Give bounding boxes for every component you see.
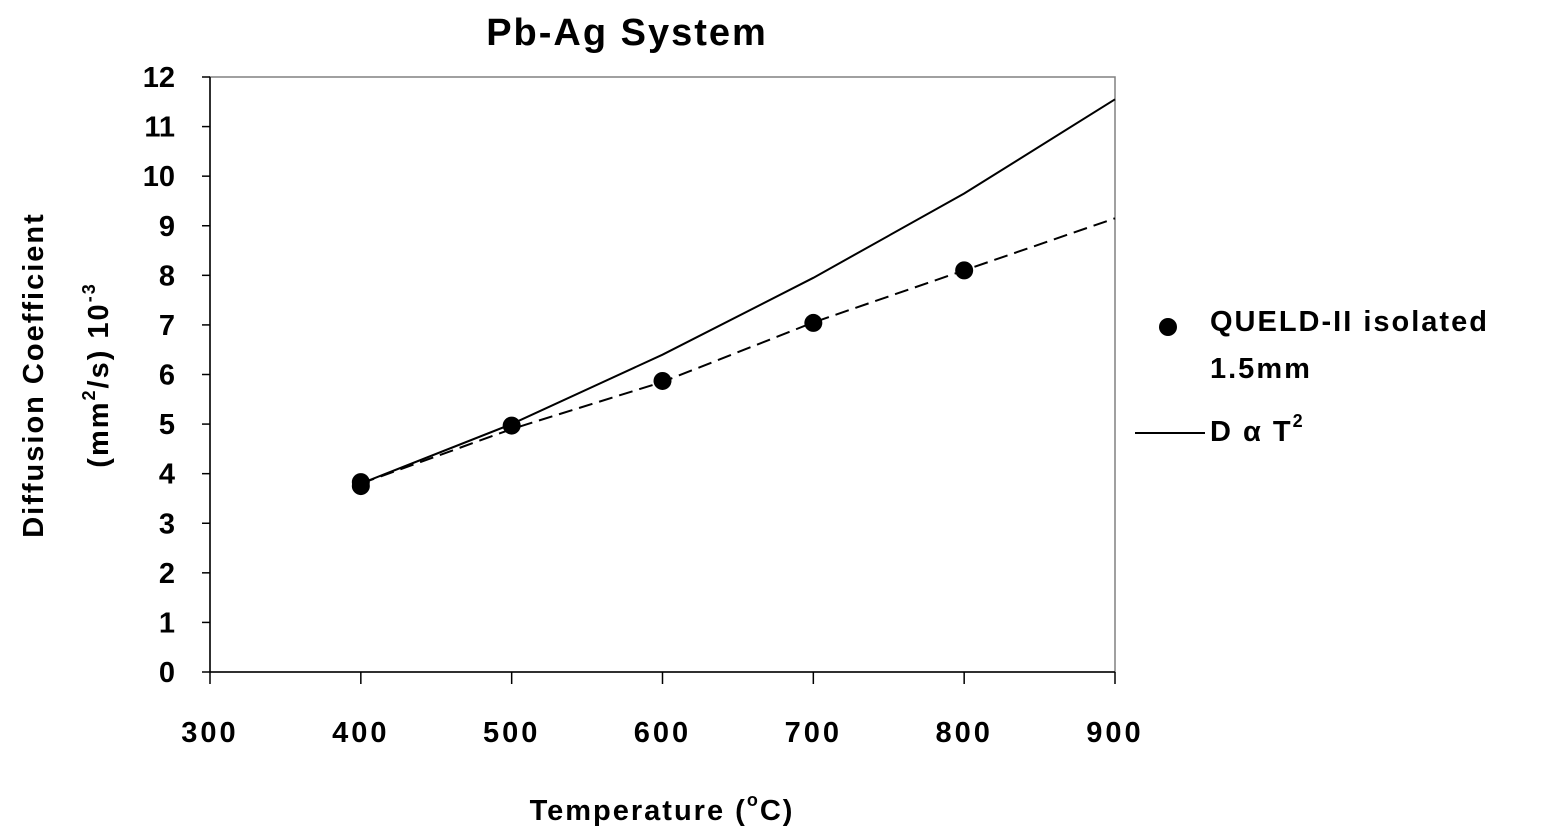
legend-label-dt2-exp: 2: [1293, 411, 1305, 431]
legend-label-dt2-main: D α T: [1210, 416, 1293, 448]
y-tick-label: 5: [159, 409, 175, 441]
series-layer: [351, 98, 1116, 496]
x-axis-title-prefix: Temperature (: [530, 795, 747, 827]
y-axis-title-line2-prefix: (mm: [83, 400, 115, 467]
series-line-queld-trend: [360, 217, 1116, 485]
x-tick-label: 300: [181, 717, 238, 749]
x-tick-label: 400: [332, 717, 389, 749]
data-point-queld: [804, 313, 823, 332]
y-axis-title-units: (mm2/s) 10-3: [79, 282, 115, 467]
x-tick-label: 500: [483, 717, 540, 749]
series-line-d-alpha-t2: [360, 98, 1116, 485]
data-point-queld: [351, 477, 370, 496]
y-tick-label: 11: [144, 112, 175, 144]
x-axis-title: Temperature (oC): [530, 790, 795, 827]
y-tick-label: 1: [159, 607, 175, 639]
y-tick-label: 9: [159, 211, 175, 243]
legend-label-queld-line2: 1.5mm: [1210, 353, 1312, 385]
y-tick-label: 7: [159, 310, 175, 342]
y-tick-label: 3: [159, 508, 175, 540]
x-tick-label: 600: [634, 717, 691, 749]
x-axis-title-degree: o: [747, 790, 760, 810]
legend-label-dt2: D α T2: [1210, 411, 1305, 448]
y-axis-title-line1: Diffusion Coefficient: [18, 212, 50, 538]
y-axis-title-line2-exp: -3: [79, 282, 99, 302]
y-tick-label: 4: [159, 459, 175, 491]
y-tick-label: 0: [159, 657, 175, 689]
x-tick-label: 700: [785, 717, 842, 749]
x-tick-label: 800: [935, 717, 992, 749]
y-tick-label: 12: [143, 62, 175, 94]
y-axis-title: Diffusion Coefficient: [18, 212, 50, 538]
y-tick-label: 2: [159, 558, 175, 590]
legend: QUELD-II isolated 1.5mm D α T2: [1135, 306, 1489, 448]
y-axis-title-line2-sup: 2: [79, 388, 99, 400]
y-tick-label: 6: [159, 360, 175, 392]
x-axis-ticks: 300 400 500 600 700 800 900: [181, 672, 1143, 749]
x-tick-label: 900: [1086, 717, 1143, 749]
legend-marker-queld: [1159, 318, 1177, 336]
y-tick-label: 10: [143, 161, 175, 193]
y-tick-label: 8: [159, 260, 175, 292]
x-axis-title-unit: C): [760, 795, 795, 827]
y-axis-title-line2: (mm2/s) 10-3: [79, 282, 115, 467]
y-axis-title-line2-mid: /s) 10: [83, 302, 115, 388]
chart-title: Pb-Ag System: [486, 12, 768, 54]
legend-label-queld-line1: QUELD-II isolated: [1210, 306, 1489, 338]
